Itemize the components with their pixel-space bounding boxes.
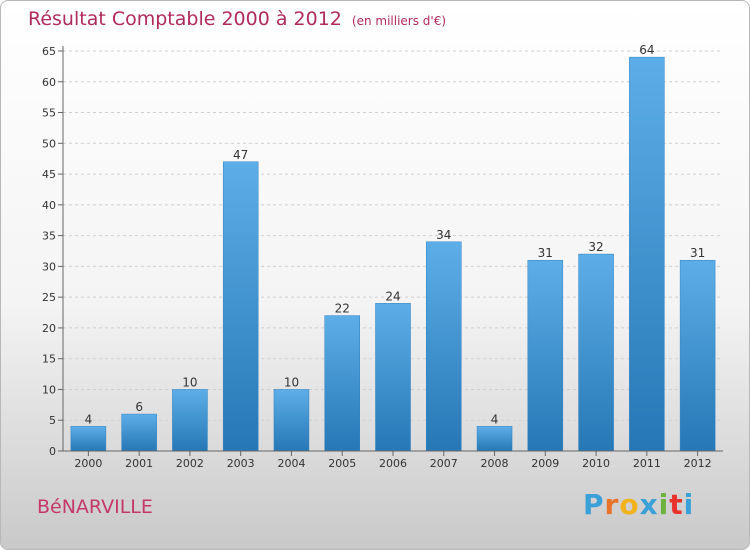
x-tick-label: 2009 — [531, 457, 559, 470]
logo-letter: i — [658, 488, 670, 521]
y-tick-label: 40 — [42, 199, 56, 212]
bar-2000 — [70, 426, 107, 452]
y-tick-label: 20 — [42, 322, 56, 335]
data-label: 31 — [690, 246, 705, 260]
data-label: 6 — [135, 400, 143, 414]
data-label: 64 — [639, 43, 654, 57]
bar-2009 — [527, 259, 564, 452]
bar-2007 — [426, 241, 462, 452]
data-label: 22 — [335, 302, 350, 316]
proxiti-logo: Proxiti — [583, 488, 694, 521]
y-tick-label: 25 — [42, 291, 56, 304]
x-tick-label: 2002 — [176, 457, 204, 470]
bar-2008 — [476, 426, 513, 452]
y-tick-label: 30 — [42, 260, 56, 273]
logo-letter: t — [669, 488, 684, 521]
bar-2006 — [375, 303, 411, 452]
y-tick-label: 45 — [42, 168, 56, 181]
unit-note: (en milliers d'€) — [351, 14, 447, 28]
data-label: 32 — [588, 240, 603, 254]
data-label: 10 — [182, 375, 197, 389]
bar-2001 — [121, 413, 157, 452]
bar-2003 — [222, 161, 259, 452]
y-tick-label: 55 — [42, 107, 56, 120]
data-label: 34 — [436, 228, 451, 242]
y-tick-label: 50 — [42, 137, 56, 150]
logo-letter: i — [683, 488, 695, 521]
x-tick-label: 2006 — [379, 457, 407, 470]
data-label: 24 — [385, 289, 400, 303]
x-tick-label: 2001 — [125, 457, 153, 470]
y-tick-label: 35 — [42, 230, 56, 243]
bar-2005 — [324, 315, 360, 452]
x-tick-label: 2010 — [582, 457, 610, 470]
y-tick-label: 5 — [49, 414, 56, 427]
chart-title: Résultat Comptable 2000 à 2012 (en millie… — [28, 8, 446, 30]
logo-letter: o — [619, 488, 640, 521]
logo-letter: r — [604, 488, 620, 521]
title-text: Résultat Comptable 2000 à 2012 — [28, 8, 342, 30]
x-tick-label: 2000 — [74, 457, 102, 470]
data-label: 4 — [491, 412, 499, 426]
data-label: 47 — [233, 148, 248, 162]
logo-letter: P — [583, 488, 605, 521]
y-tick-label: 65 — [42, 45, 56, 58]
bar-2012 — [679, 259, 716, 452]
x-tick-label: 2007 — [430, 457, 458, 470]
bar-2010 — [578, 253, 614, 452]
bars: 4 6 10 47 10 22 24 34 4 31 32 64 31 — [70, 43, 716, 452]
x-tick-label: 2011 — [633, 457, 661, 470]
y-tick-label: 0 — [49, 445, 56, 458]
y-tick-label: 60 — [42, 76, 56, 89]
x-tick-label: 2005 — [328, 457, 356, 470]
data-label: 10 — [284, 375, 299, 389]
y-axis: 0 5 10 15 20 25 30 35 40 45 50 55 60 65 — [42, 45, 64, 458]
x-tick-label: 2012 — [684, 457, 712, 470]
data-label: 31 — [538, 246, 553, 260]
y-tick-label: 10 — [42, 383, 56, 396]
bar-2004 — [273, 389, 310, 452]
x-tick-label: 2003 — [227, 457, 255, 470]
data-label: 4 — [85, 412, 93, 426]
x-axis: 2000 2001 2002 2003 2004 2005 2006 2007 2008 2009… — [63, 450, 723, 470]
commune-name: BéNARVILLE — [37, 496, 153, 518]
x-tick-label: 2008 — [481, 457, 509, 470]
logo-letter: x — [639, 488, 659, 521]
bar-2002 — [172, 389, 208, 452]
bar-2011 — [629, 56, 665, 452]
x-tick-label: 2004 — [277, 457, 305, 470]
y-tick-label: 15 — [42, 353, 56, 366]
